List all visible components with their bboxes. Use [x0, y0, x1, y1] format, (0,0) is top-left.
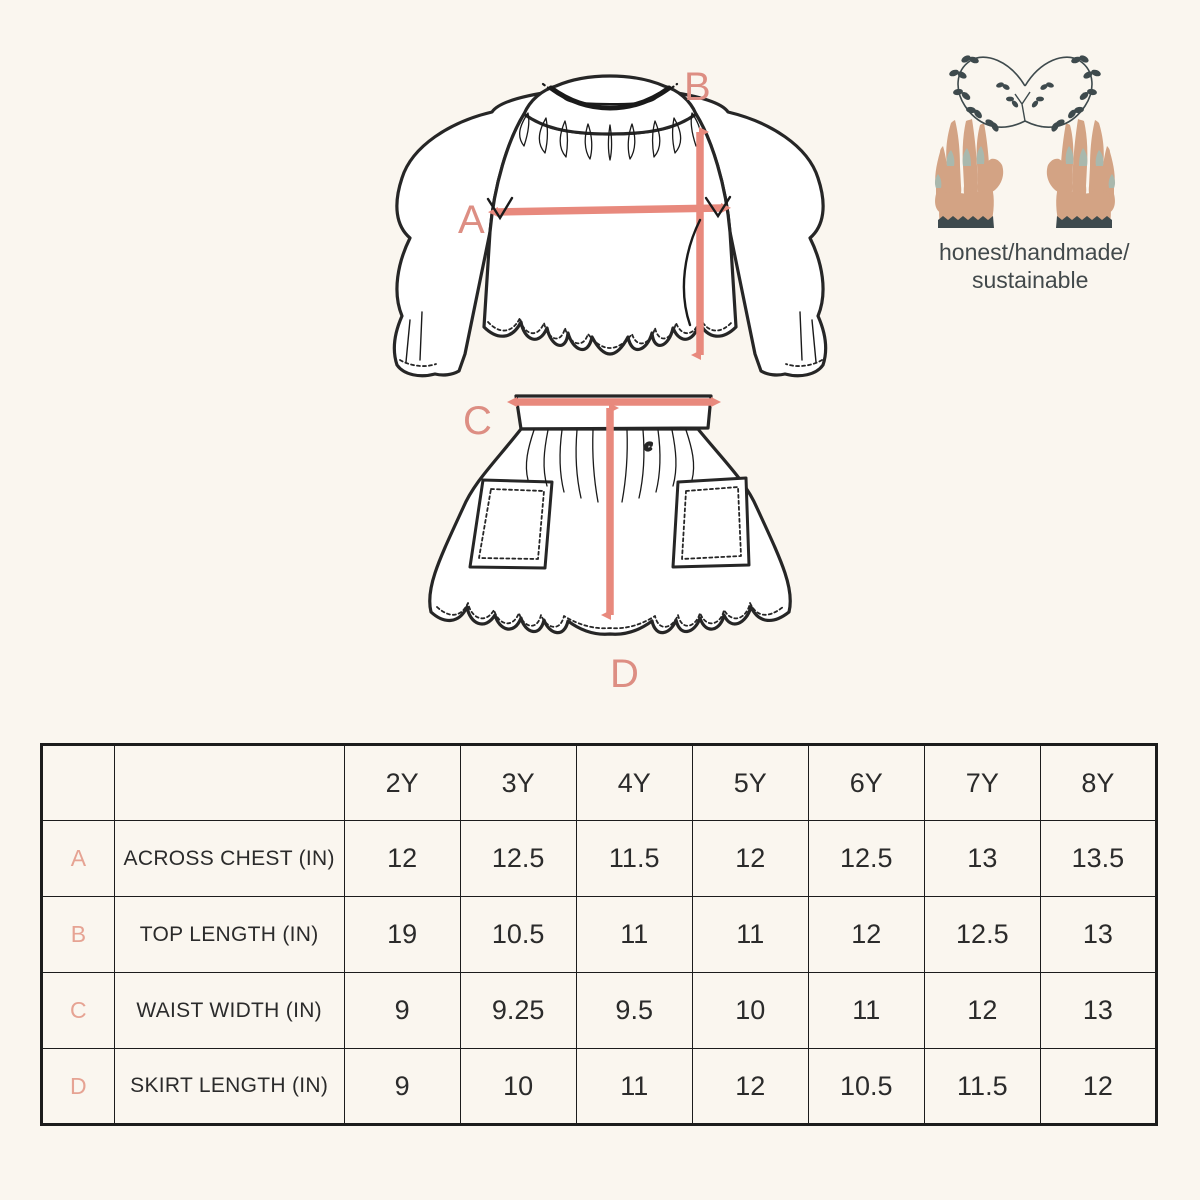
svg-text:B: B	[684, 65, 711, 109]
svg-text:D: D	[610, 652, 639, 696]
svg-text:c: c	[645, 438, 652, 454]
svg-text:C: C	[463, 399, 492, 443]
svg-text:honest/handmade/: honest/handmade/	[939, 239, 1130, 265]
svg-text:sustainable: sustainable	[972, 267, 1088, 293]
svg-text:A: A	[458, 198, 485, 242]
